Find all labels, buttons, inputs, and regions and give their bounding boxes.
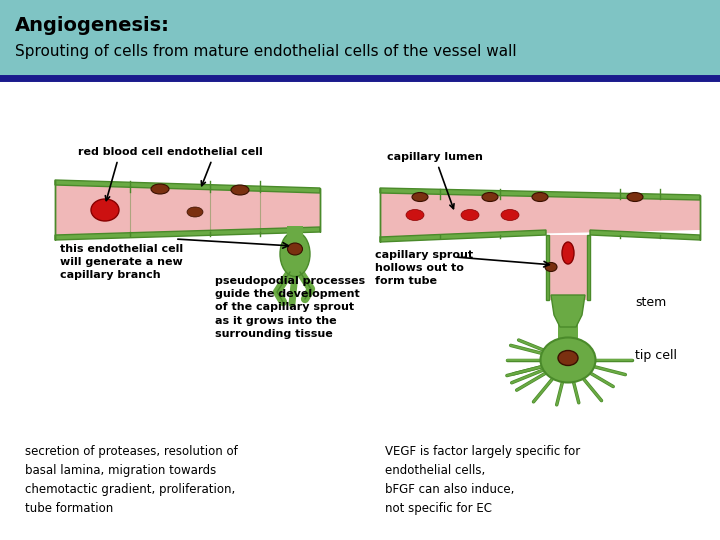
Text: VEGF is factor largely specific for
endothelial cells,
bFGF can also induce,
not: VEGF is factor largely specific for endo… <box>385 445 580 515</box>
Text: red blood cell: red blood cell <box>78 147 163 200</box>
Polygon shape <box>55 180 320 193</box>
Ellipse shape <box>151 184 169 194</box>
Text: capillary sprout
hollows out to
form tube: capillary sprout hollows out to form tub… <box>375 250 473 286</box>
Ellipse shape <box>562 242 574 264</box>
Polygon shape <box>55 185 320 235</box>
Text: this endothelial cell
will generate a new
capillary branch: this endothelial cell will generate a ne… <box>60 244 183 280</box>
Ellipse shape <box>287 243 302 255</box>
FancyBboxPatch shape <box>287 226 303 236</box>
Ellipse shape <box>541 338 595 382</box>
Polygon shape <box>590 230 700 240</box>
Polygon shape <box>55 227 320 240</box>
Polygon shape <box>380 193 700 237</box>
Ellipse shape <box>412 192 428 201</box>
Polygon shape <box>380 230 546 242</box>
Ellipse shape <box>406 210 424 220</box>
Text: capillary lumen: capillary lumen <box>387 152 483 208</box>
Ellipse shape <box>482 192 498 201</box>
Bar <box>0 78 720 540</box>
Ellipse shape <box>545 262 557 272</box>
Text: stem: stem <box>635 295 666 308</box>
Ellipse shape <box>532 192 548 201</box>
Ellipse shape <box>501 210 519 220</box>
Polygon shape <box>546 235 549 300</box>
Text: Angiogenesis:: Angiogenesis: <box>15 16 170 35</box>
Ellipse shape <box>280 232 310 276</box>
Text: tip cell: tip cell <box>635 348 677 361</box>
Text: Sprouting of cells from mature endothelial cells of the vessel wall: Sprouting of cells from mature endotheli… <box>15 44 517 59</box>
Ellipse shape <box>558 350 578 366</box>
Ellipse shape <box>187 207 203 217</box>
Bar <box>0 0 720 78</box>
FancyBboxPatch shape <box>558 322 578 340</box>
Ellipse shape <box>91 199 119 221</box>
Polygon shape <box>549 235 587 300</box>
Polygon shape <box>380 188 700 200</box>
Text: secretion of proteases, resolution of
basal lamina, migration towards
chemotacti: secretion of proteases, resolution of ba… <box>25 445 238 515</box>
Text: pseudopodial processes
guide the development
of the capillary sprout
as it grows: pseudopodial processes guide the develop… <box>215 276 365 339</box>
Polygon shape <box>551 295 585 327</box>
Polygon shape <box>587 235 590 300</box>
Ellipse shape <box>231 185 249 195</box>
Ellipse shape <box>627 192 643 201</box>
Text: endothelial cell: endothelial cell <box>167 147 263 186</box>
Ellipse shape <box>461 210 479 220</box>
